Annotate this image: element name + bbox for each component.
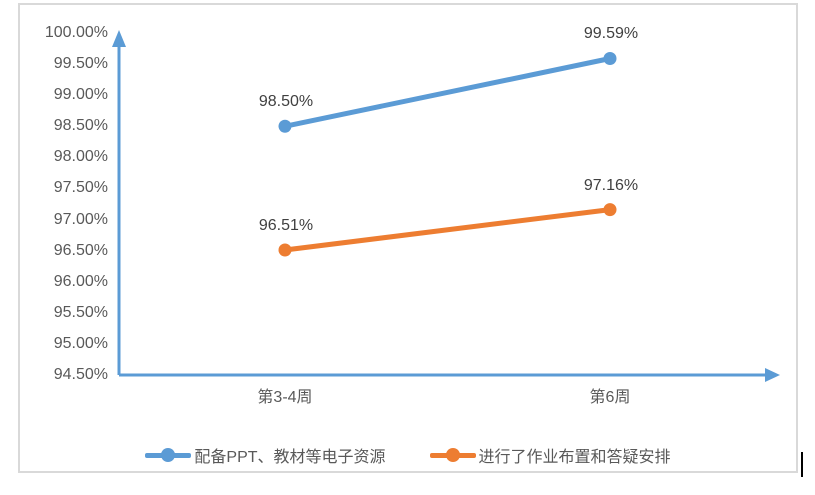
legend-line-marker-icon (145, 448, 192, 462)
legend-label-series-2: 进行了作业布置和答疑安排 (478, 449, 671, 466)
x-axis-category-label: 第6周 (589, 389, 631, 406)
y-axis-tick-label: 95.00% (53, 334, 108, 352)
y-axis-tick-label: 96.50% (53, 241, 108, 259)
chart-frame: 100.00% 99.50% 99.00% 98.50% 98.00% 97.50% 97.… (18, 3, 798, 473)
y-axis-tick-label: 99.50% (53, 55, 108, 73)
y-axis-tick-label: 98.00% (53, 148, 108, 166)
legend-item-series-1: 配备PPT、教材等电子资源 (145, 443, 386, 467)
chart-plot-canvas (112, 30, 780, 382)
data-point-label: 98.50% (258, 93, 314, 111)
y-axis-tick-label: 98.50% (53, 117, 108, 135)
x-axis-arrow-icon (765, 368, 780, 382)
data-point-marker (278, 119, 292, 133)
y-axis-tick-label: 94.50% (53, 366, 108, 383)
text-cursor (801, 452, 803, 477)
legend-item-series-2: 进行了作业布置和答疑安排 (429, 443, 671, 467)
y-axis-tick-label: 95.50% (53, 303, 108, 321)
data-point-marker (603, 203, 617, 217)
y-axis-tick-label: 100.00% (44, 24, 108, 41)
y-axis-tick-label: 99.00% (53, 86, 108, 104)
y-axis-tick-label: 96.00% (53, 272, 108, 290)
legend-line-marker-icon (429, 448, 476, 462)
y-axis-tick-label: 97.00% (53, 210, 108, 228)
data-point-marker (278, 243, 292, 257)
data-point-label: 97.16% (583, 176, 639, 194)
y-axis-tick-label: 97.50% (53, 179, 108, 197)
series-line-2 (282, 207, 613, 253)
series-line-1 (282, 55, 613, 129)
data-point-label: 99.59% (583, 25, 639, 43)
data-point-marker (603, 51, 617, 65)
y-axis-arrow-icon (112, 30, 126, 47)
x-axis-category-label: 第3-4周 (257, 389, 313, 406)
chart-legend: 配备PPT、教材等电子资源 进行了作业布置和答疑安排 (20, 443, 796, 467)
data-point-label: 96.51% (258, 217, 314, 234)
legend-label-series-1: 配备PPT、教材等电子资源 (194, 449, 386, 466)
